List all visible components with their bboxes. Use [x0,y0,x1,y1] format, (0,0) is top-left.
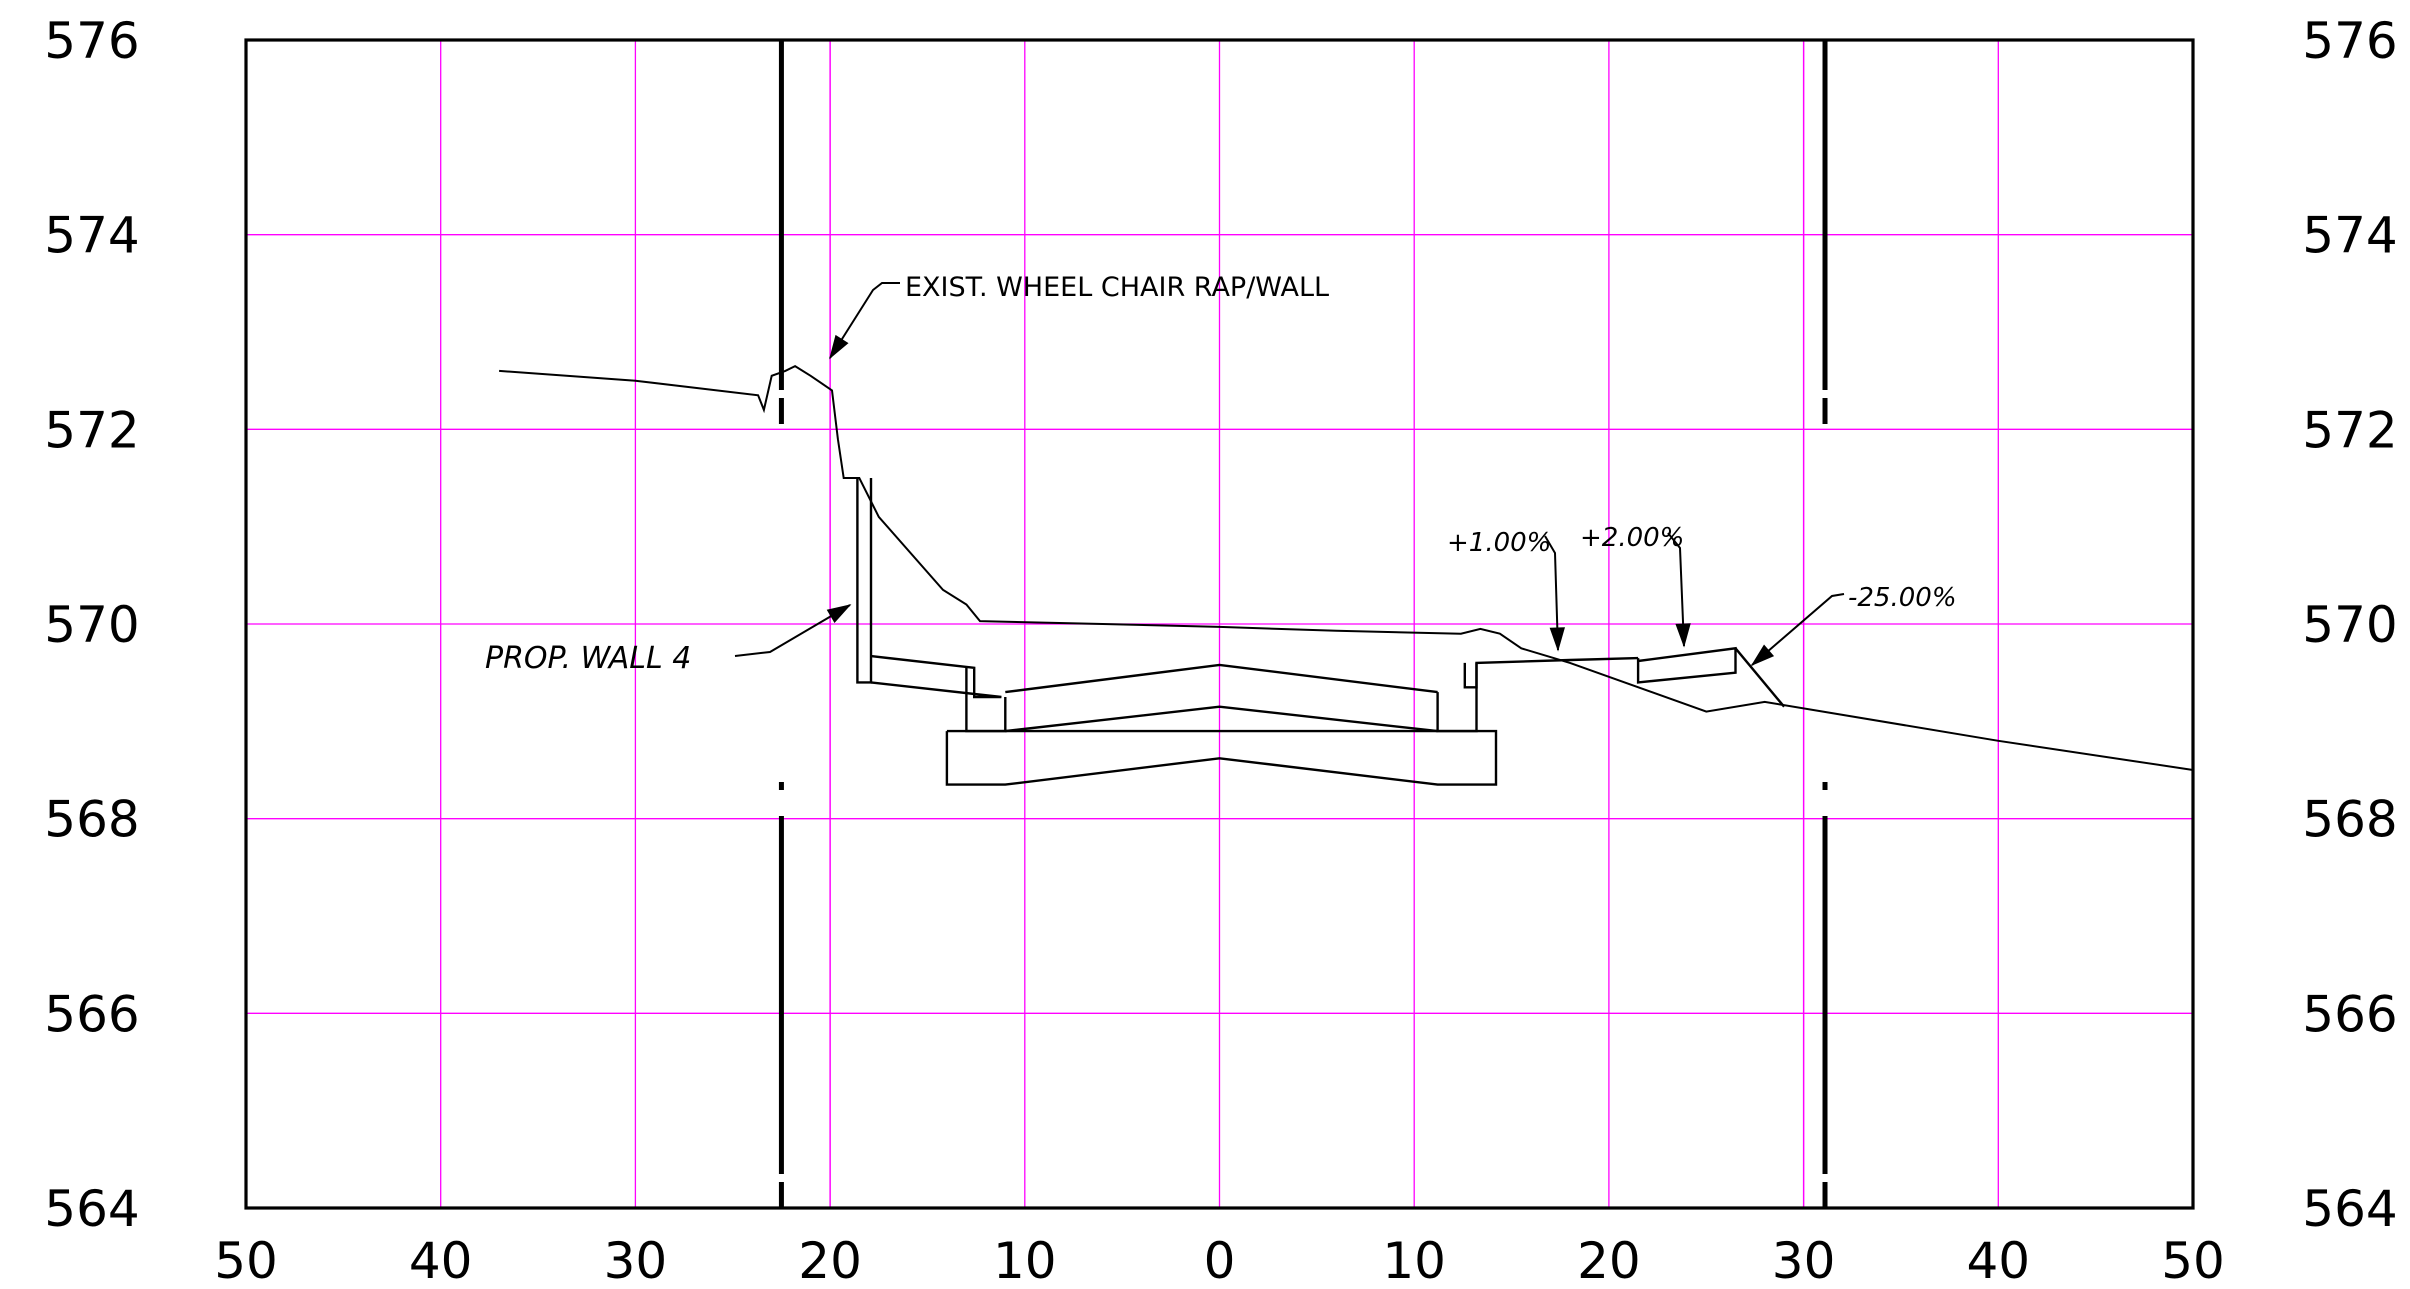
proposed-wall-label: PROP. WALL 4 [485,641,691,676]
offset-tick-label: 0 [1204,1232,1236,1289]
proposed-right-sidewalk [1463,656,1639,689]
existing-wall-leader [829,282,900,359]
offset-tick-label: 50 [214,1232,278,1289]
elevation-tick-label: 574 [44,207,139,265]
elevation-tick-label: 576 [2302,12,2397,70]
elevation-tick-label: 566 [2302,985,2397,1043]
slope-label-3: -25.00% [1848,583,1957,613]
slope-3-leader-arrow [1750,644,1775,667]
elevation-tick-label: 570 [44,596,139,654]
slope-3-leader [1751,593,1845,666]
slope-2-leader-arrow [1675,623,1691,648]
offset-tick-label: 20 [798,1232,862,1289]
plot-frame [244,38,2195,1210]
slope-1-leader-arrow [1549,627,1565,652]
slope-2-leader [1667,532,1685,647]
elevation-tick-label: 574 [2302,207,2397,265]
proposed-wall-leader [734,604,851,657]
elevation-tick-label: 568 [2302,791,2397,849]
offset-tick-label: 30 [604,1232,668,1289]
offset-tick-label: 20 [1577,1232,1641,1289]
grid [244,38,2195,1210]
existing-wall-label: EXIST. WHEEL CHAIR RAP/WALL [905,272,1329,303]
proposed-left-sidewalk [870,654,1002,699]
section-geometry [499,282,2194,786]
elevation-tick-label: 564 [2302,1180,2397,1238]
existing-ground-line [499,364,2194,771]
proposed-pavement-bottom [1005,705,1438,733]
proposed-right-curb [1436,662,1478,733]
elevation-tick-label: 564 [44,1180,139,1238]
offset-tick-label: 40 [1966,1232,2030,1289]
existing-wall-leader-arrow [829,334,849,360]
proposed-right-strip [1636,646,1737,684]
proposed-left-curb [965,667,1007,733]
elevation-tick-label: 576 [44,12,139,70]
proposed-footing [945,729,1498,786]
elevation-tick-label: 566 [44,985,139,1043]
elevation-tick-label: 570 [2302,596,2397,654]
slope-label-2: +2.00% [1580,523,1684,553]
offset-tick-label: 30 [1772,1232,1836,1289]
proposed-side-slope [1734,647,1786,708]
elevation-tick-label: 572 [2302,401,2397,459]
offset-tick-label: 40 [409,1232,473,1289]
offset-tick-label: 10 [993,1232,1057,1289]
slope-label-1: +1.00% [1447,528,1551,558]
proposed-wall-leader-arrow [826,604,852,624]
elevation-tick-label: 572 [44,401,139,459]
offset-tick-label: 50 [2161,1232,2225,1289]
elevation-axis-right: 564 566 568 570 572 574 576 [2302,12,2397,1238]
proposed-pavement-top [1005,663,1438,694]
elevation-axis-left: 564 566 568 570 572 574 576 [44,12,139,1238]
proposed-wall [856,478,873,684]
offset-axis: 50 40 30 20 10 0 10 20 30 40 50 [214,1232,2225,1289]
slope-1-leader [1544,535,1559,651]
elevation-tick-label: 568 [44,791,139,849]
annotations: EXIST. WHEEL CHAIR RAP/WALL PROP. WALL 4… [485,272,1957,676]
offset-tick-label: 10 [1382,1232,1446,1289]
